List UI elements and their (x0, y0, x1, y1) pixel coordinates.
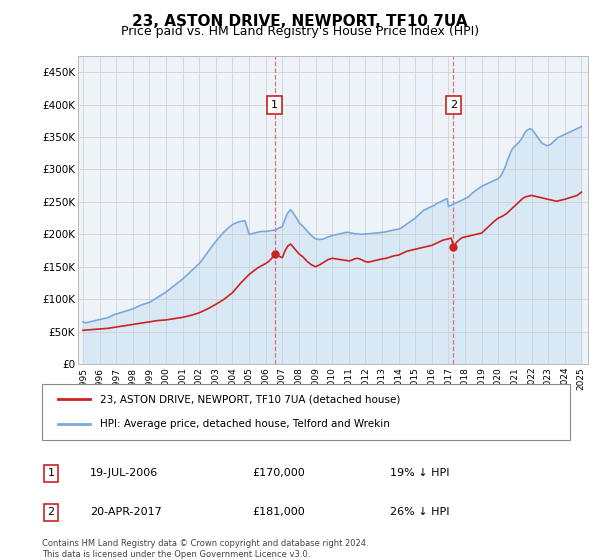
Text: This data is licensed under the Open Government Licence v3.0.: This data is licensed under the Open Gov… (42, 550, 310, 559)
Text: 23, ASTON DRIVE, NEWPORT, TF10 7UA: 23, ASTON DRIVE, NEWPORT, TF10 7UA (132, 14, 468, 29)
Text: 23, ASTON DRIVE, NEWPORT, TF10 7UA (detached house): 23, ASTON DRIVE, NEWPORT, TF10 7UA (deta… (100, 394, 400, 404)
Text: Contains HM Land Registry data © Crown copyright and database right 2024.: Contains HM Land Registry data © Crown c… (42, 539, 368, 548)
Text: Price paid vs. HM Land Registry's House Price Index (HPI): Price paid vs. HM Land Registry's House … (121, 25, 479, 38)
Text: 1: 1 (47, 468, 55, 478)
Text: 19-JUL-2006: 19-JUL-2006 (90, 468, 158, 478)
Text: 2: 2 (450, 100, 457, 110)
FancyBboxPatch shape (42, 384, 570, 440)
Text: HPI: Average price, detached house, Telford and Wrekin: HPI: Average price, detached house, Telf… (100, 419, 390, 429)
Text: 20-APR-2017: 20-APR-2017 (90, 507, 162, 517)
Text: 1: 1 (271, 100, 278, 110)
Text: £170,000: £170,000 (252, 468, 305, 478)
Text: 19% ↓ HPI: 19% ↓ HPI (390, 468, 449, 478)
Text: 26% ↓ HPI: 26% ↓ HPI (390, 507, 449, 517)
Text: £181,000: £181,000 (252, 507, 305, 517)
Text: 2: 2 (47, 507, 55, 517)
